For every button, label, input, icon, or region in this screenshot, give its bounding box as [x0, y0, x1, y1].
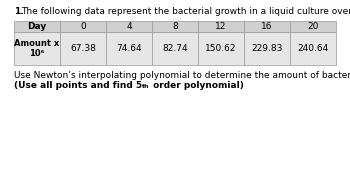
Text: Amount x: Amount x [14, 39, 60, 48]
Bar [244, 32, 290, 65]
Text: The following data represent the bacterial growth in a liquid culture over of nu: The following data represent the bacteri… [21, 7, 350, 16]
Text: 1.: 1. [14, 7, 24, 16]
Text: 240.64: 240.64 [298, 44, 329, 53]
Bar [14, 21, 60, 32]
Bar [152, 21, 198, 32]
Bar [106, 21, 152, 32]
Bar [244, 21, 290, 32]
Bar [290, 32, 336, 65]
Text: 82.74: 82.74 [162, 44, 188, 53]
Text: 67.38: 67.38 [70, 44, 96, 53]
Bar [152, 32, 198, 65]
Bar [60, 21, 106, 32]
Text: 20: 20 [307, 22, 319, 31]
Text: (Use all points and find 5: (Use all points and find 5 [14, 81, 142, 90]
Bar [60, 32, 106, 65]
Bar [198, 32, 244, 65]
Text: order polynomial): order polynomial) [150, 81, 244, 90]
Bar [198, 21, 244, 32]
Text: 150.62: 150.62 [205, 44, 237, 53]
Text: Use Newton’s interpolating polynomial to determine the amount of bacterial growt: Use Newton’s interpolating polynomial to… [14, 71, 350, 80]
Text: th: th [142, 84, 150, 89]
Text: 229.83: 229.83 [251, 44, 283, 53]
Text: 0: 0 [80, 22, 86, 31]
Text: 4: 4 [126, 22, 132, 31]
Bar [14, 32, 60, 65]
Text: 12: 12 [215, 22, 227, 31]
Bar [106, 32, 152, 65]
Bar [290, 21, 336, 32]
Text: 10⁶: 10⁶ [29, 49, 45, 58]
Text: Day: Day [27, 22, 47, 31]
Text: 16: 16 [261, 22, 273, 31]
Text: 8: 8 [172, 22, 178, 31]
Text: 74.64: 74.64 [116, 44, 142, 53]
